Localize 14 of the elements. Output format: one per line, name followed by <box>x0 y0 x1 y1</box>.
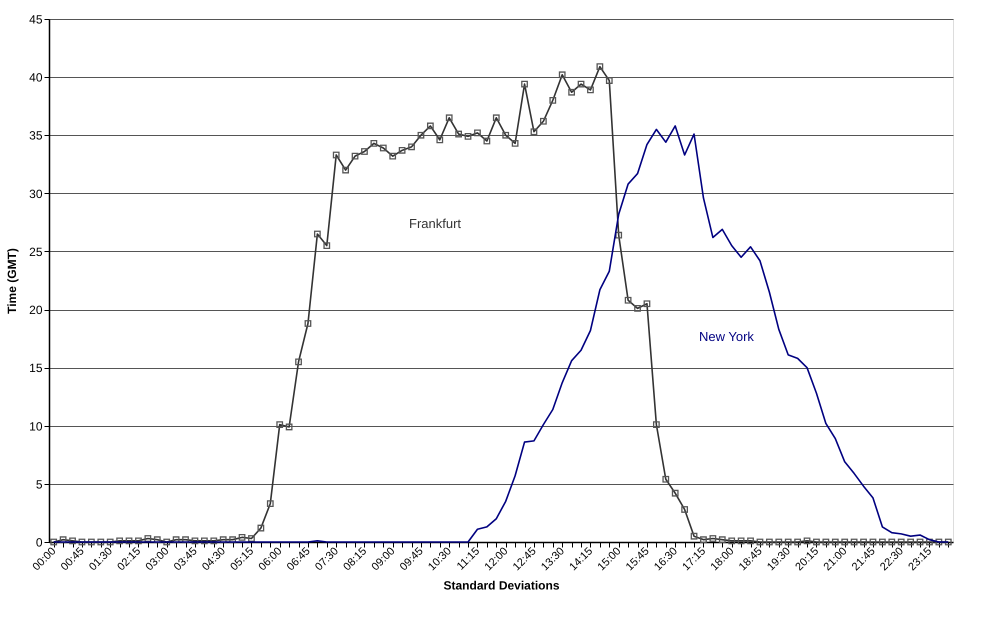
text: Frankfurt <box>409 216 462 231</box>
y-tick-label: 10 <box>29 419 43 434</box>
y-tick-label: 5 <box>36 477 43 492</box>
y-tick-label: 40 <box>29 70 43 85</box>
y-tick-label: 45 <box>29 12 43 26</box>
series-label: New York <box>699 329 754 344</box>
y-tick-label: 15 <box>29 361 43 376</box>
y-tick-label: 35 <box>29 128 43 143</box>
y-tick-label: 20 <box>29 303 43 318</box>
y-tick-label: 30 <box>29 186 43 201</box>
y-tick-label: 25 <box>29 244 43 259</box>
y-tick-label: 0 <box>36 536 43 550</box>
x-axis-title: Standard Deviations <box>443 578 560 592</box>
y-axis-title: Time (GMT) <box>5 248 20 314</box>
